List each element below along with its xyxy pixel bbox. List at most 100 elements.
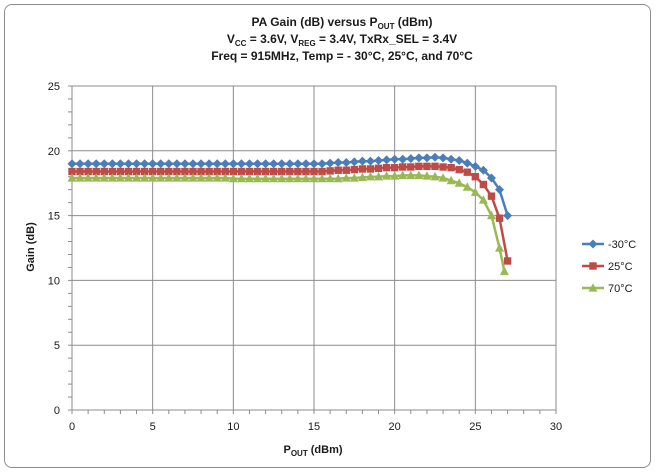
data-point xyxy=(422,171,432,180)
data-point xyxy=(326,167,334,175)
y-tick-label: 5 xyxy=(54,340,60,352)
legend-item: -30°C xyxy=(582,239,636,251)
data-point xyxy=(407,163,415,171)
data-point xyxy=(310,167,318,176)
x-tick-label: 10 xyxy=(227,421,239,433)
data-point xyxy=(156,173,166,182)
data-point xyxy=(503,211,513,221)
series-1 xyxy=(68,162,512,265)
data-point xyxy=(244,173,254,183)
y-tick-label: 15 xyxy=(48,211,60,223)
data-point xyxy=(325,173,335,183)
data-point xyxy=(68,167,76,176)
x-tick-label: 0 xyxy=(69,421,75,433)
data-point xyxy=(366,165,375,173)
data-point xyxy=(478,165,488,175)
data-point xyxy=(181,167,189,176)
data-point xyxy=(463,168,471,176)
data-point xyxy=(269,173,279,183)
legend-marker xyxy=(589,262,597,270)
data-point xyxy=(374,164,383,172)
data-point xyxy=(454,156,464,166)
data-point xyxy=(487,192,496,200)
data-point xyxy=(213,167,221,176)
data-point xyxy=(438,173,448,182)
data-point xyxy=(140,159,150,169)
x-tick-label: 25 xyxy=(469,421,481,433)
data-point xyxy=(454,178,464,187)
data-point xyxy=(439,163,447,171)
data-point xyxy=(422,153,432,163)
data-point xyxy=(165,167,173,176)
data-point xyxy=(278,167,286,176)
legend-label: 25°C xyxy=(608,261,633,273)
data-point xyxy=(261,167,270,176)
data-point xyxy=(309,173,319,183)
data-point xyxy=(132,167,141,176)
data-point xyxy=(309,159,319,169)
data-point xyxy=(390,171,400,180)
data-point xyxy=(180,173,190,182)
data-point xyxy=(92,167,100,176)
data-point xyxy=(228,173,238,183)
y-axis-title: Gain (dB) xyxy=(25,222,37,272)
data-point xyxy=(123,173,133,182)
data-point xyxy=(107,159,117,169)
data-point xyxy=(228,159,238,169)
data-point xyxy=(277,159,287,169)
data-point xyxy=(438,153,448,163)
x-tick-label: 5 xyxy=(150,421,156,433)
data-point xyxy=(83,159,93,169)
data-point xyxy=(382,171,392,180)
data-point xyxy=(91,159,101,169)
data-point xyxy=(83,173,93,182)
data-point xyxy=(382,163,391,172)
data-point xyxy=(180,159,190,169)
data-point xyxy=(431,162,439,171)
data-point xyxy=(140,167,149,176)
data-point xyxy=(188,173,198,182)
title-line-3: Freq = 915MHz, Temp = - 30°C, 25°C, and … xyxy=(211,49,473,63)
x-tick-label: 30 xyxy=(550,421,562,433)
data-point xyxy=(285,173,295,183)
data-point xyxy=(499,266,509,275)
data-point xyxy=(204,159,214,169)
data-point xyxy=(237,167,246,176)
data-point xyxy=(204,173,214,182)
data-point xyxy=(196,173,206,182)
data-point xyxy=(503,257,512,265)
data-point xyxy=(277,173,287,183)
data-point xyxy=(76,167,84,176)
data-point xyxy=(123,159,133,169)
series-2 xyxy=(67,170,509,275)
series-0 xyxy=(67,152,513,221)
data-point xyxy=(342,166,350,174)
data-point xyxy=(67,159,77,169)
data-point xyxy=(140,173,150,182)
data-point xyxy=(365,156,375,166)
series-line xyxy=(72,174,506,272)
y-tick-label: 20 xyxy=(48,146,60,158)
data-point xyxy=(446,175,456,185)
data-point xyxy=(470,161,480,171)
series-layer xyxy=(67,152,513,275)
data-point xyxy=(414,153,424,163)
data-point xyxy=(486,210,496,220)
data-point xyxy=(157,167,165,176)
chart-frame xyxy=(4,4,651,468)
title-line-1: PA Gain (dB) versus POUT (dBm) xyxy=(252,15,433,31)
title-line-2: VCC = 3.6V, VREG = 3.4V, TxRx_SEL = 3.4V xyxy=(227,32,457,48)
data-point xyxy=(455,165,463,174)
data-point xyxy=(398,154,408,164)
data-point xyxy=(229,167,238,176)
x-axis-title: POUT (dBm) xyxy=(283,444,342,458)
legend-marker xyxy=(588,239,598,249)
data-point xyxy=(84,167,92,176)
data-point xyxy=(414,170,424,180)
data-point xyxy=(75,173,85,182)
data-point xyxy=(374,171,384,181)
data-point xyxy=(471,173,480,181)
data-point xyxy=(236,159,246,169)
data-point xyxy=(341,173,351,182)
